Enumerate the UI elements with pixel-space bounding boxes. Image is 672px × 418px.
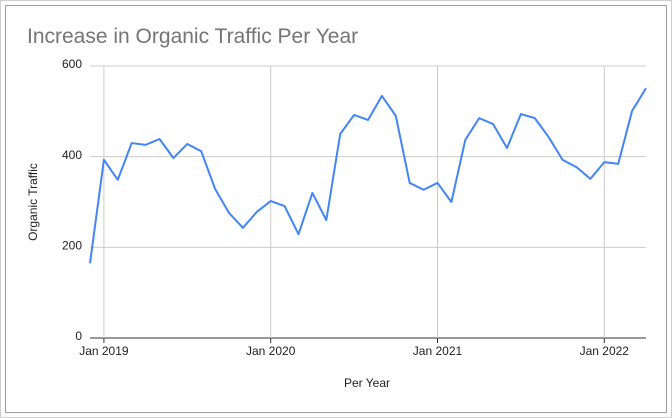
y-tick-label: 400 (62, 148, 82, 162)
x-tick-label: Jan 2019 (79, 344, 129, 358)
x-tick-label: Jan 2020 (246, 344, 296, 358)
chart-title: Increase in Organic Traffic Per Year (27, 25, 358, 48)
x-axis-title: Per Year (344, 376, 390, 390)
y-tick-label: 0 (75, 329, 82, 343)
y-tick-label: 200 (62, 239, 82, 253)
y-axis-title: Organic Traffic (26, 163, 40, 241)
chart-border (5, 5, 667, 413)
x-tick-label: Jan 2021 (413, 344, 463, 358)
y-tick-label: 600 (62, 57, 82, 71)
data-line (89, 87, 647, 264)
x-tick-label: Jan 2022 (580, 344, 630, 358)
